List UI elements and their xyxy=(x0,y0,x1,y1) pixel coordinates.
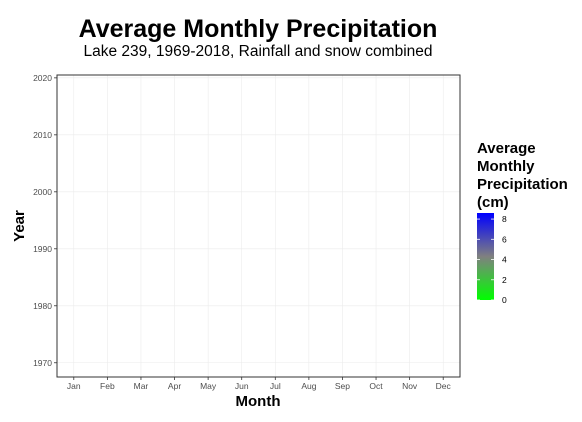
y-tick-label: 2000 xyxy=(33,187,52,197)
x-tick-label: Dec xyxy=(436,381,452,391)
panel-background xyxy=(57,75,460,377)
grid-lines xyxy=(57,75,460,377)
color-legend: Average Monthly Precipitation (cm) 0 2 4 6 8 xyxy=(477,140,568,305)
x-tick-label: May xyxy=(200,381,217,391)
x-tick-label: Oct xyxy=(369,381,383,391)
legend-tick-label: 0 xyxy=(502,295,507,305)
x-tick-label: Aug xyxy=(301,381,316,391)
x-tick-label: Nov xyxy=(402,381,418,391)
x-tick-label: Jul xyxy=(270,381,281,391)
y-axis-title: Year xyxy=(11,210,28,242)
legend-ticks: 0 2 4 6 8 xyxy=(477,214,507,305)
x-tick-label: Sep xyxy=(335,381,350,391)
legend-tick-label: 8 xyxy=(502,214,507,224)
chart-subtitle: Lake 239, 1969-2018, Rainfall and snow c… xyxy=(84,43,433,60)
plot-panel xyxy=(56,74,461,378)
legend-title-line-4: (cm) xyxy=(477,194,509,211)
x-tick-label: Apr xyxy=(168,381,181,391)
x-axis-ticks: Jan Feb Mar Apr May Jun Jul Aug Sep Oct Nov Dec xyxy=(67,377,452,391)
x-tick-label: Feb xyxy=(100,381,115,391)
panel-border xyxy=(56,74,461,378)
legend-tick-label: 4 xyxy=(502,255,507,265)
x-tick-label: Mar xyxy=(134,381,149,391)
x-tick-label: Jan xyxy=(67,381,81,391)
legend-title-line-1: Average xyxy=(477,140,536,157)
x-axis-title: Month xyxy=(236,393,281,410)
legend-tick-label: 6 xyxy=(502,234,507,244)
legend-colorbar xyxy=(477,213,494,300)
y-tick-label: 2010 xyxy=(33,130,52,140)
y-tick-label: 1980 xyxy=(33,301,52,311)
legend-title-line-3: Precipitation xyxy=(477,176,568,193)
y-tick-label: 1990 xyxy=(33,244,52,254)
legend-title-line-2: Monthly xyxy=(477,158,535,175)
y-axis-ticks: 1970 1980 1990 2000 2010 2020 xyxy=(33,73,57,368)
y-tick-label: 2020 xyxy=(33,73,52,83)
x-tick-label: Jun xyxy=(235,381,249,391)
chart-title: Average Monthly Precipitation xyxy=(79,15,438,43)
y-tick-label: 1970 xyxy=(33,358,52,368)
legend-tick-label: 2 xyxy=(502,275,507,285)
